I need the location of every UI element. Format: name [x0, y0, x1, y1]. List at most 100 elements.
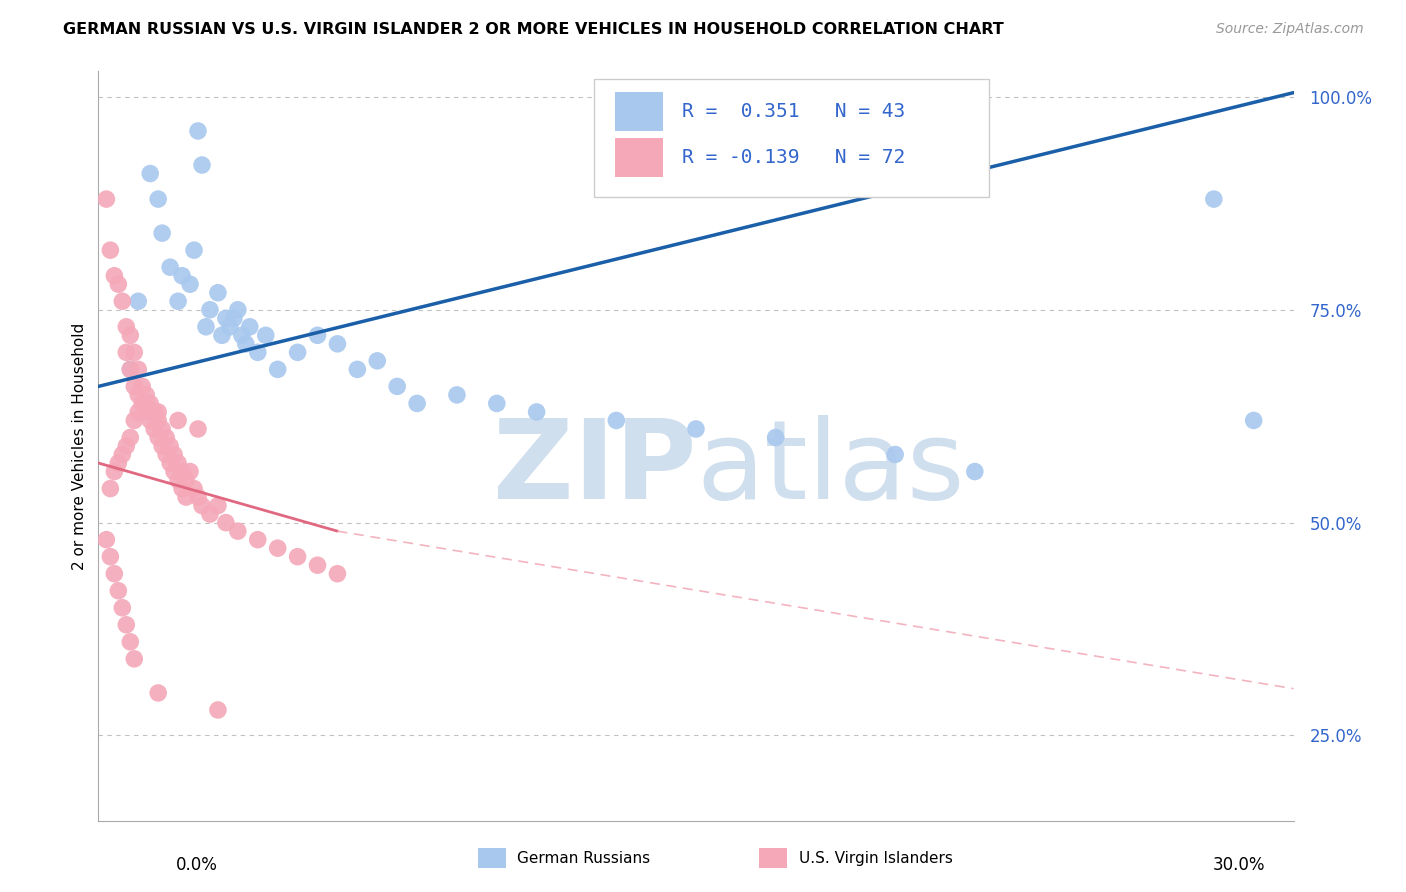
Point	[167, 456, 190, 470]
Text: 30.0%: 30.0%	[1213, 856, 1265, 874]
Point	[187, 124, 209, 138]
Point	[167, 294, 190, 309]
Point	[150, 439, 173, 453]
Point	[226, 524, 249, 538]
Point	[111, 600, 134, 615]
Point	[215, 311, 238, 326]
Point	[96, 533, 118, 547]
Point	[159, 439, 181, 453]
Point	[139, 413, 162, 427]
Point	[163, 465, 186, 479]
Point	[211, 328, 233, 343]
Point	[187, 490, 209, 504]
Point	[685, 422, 707, 436]
Point	[148, 405, 170, 419]
Point	[215, 516, 238, 530]
Point	[148, 430, 170, 444]
Point	[124, 413, 146, 427]
Point	[150, 226, 173, 240]
Point	[111, 294, 134, 309]
Point	[107, 277, 129, 292]
Point	[246, 345, 269, 359]
Point	[103, 268, 125, 283]
Point	[163, 448, 186, 462]
Point	[115, 617, 138, 632]
Point	[143, 405, 166, 419]
Point	[139, 167, 162, 181]
Point	[207, 285, 229, 300]
Point	[155, 430, 177, 444]
Point	[131, 379, 153, 393]
Point	[148, 413, 170, 427]
Point	[111, 448, 134, 462]
Point	[179, 277, 201, 292]
Text: atlas: atlas	[696, 415, 965, 522]
Point	[172, 482, 194, 496]
Point	[267, 362, 290, 376]
Point	[963, 465, 986, 479]
Point	[187, 422, 209, 436]
Point	[195, 319, 218, 334]
Text: ZIP: ZIP	[492, 415, 696, 522]
Point	[198, 507, 221, 521]
Point	[254, 328, 277, 343]
Point	[446, 388, 468, 402]
Point	[406, 396, 429, 410]
Point	[124, 652, 146, 666]
Point	[103, 566, 125, 581]
Point	[246, 533, 269, 547]
Point	[135, 396, 157, 410]
Point	[159, 456, 181, 470]
Point	[96, 192, 118, 206]
Point	[366, 354, 388, 368]
Point	[183, 482, 205, 496]
Point	[115, 319, 138, 334]
Point	[98, 243, 122, 257]
Point	[287, 345, 309, 359]
Point	[219, 319, 242, 334]
Point	[143, 422, 166, 436]
Point	[120, 328, 142, 343]
Point	[167, 413, 190, 427]
Point	[124, 345, 146, 359]
Point	[159, 260, 181, 275]
Point	[226, 302, 249, 317]
Point	[326, 566, 349, 581]
Point	[207, 499, 229, 513]
Point	[103, 465, 125, 479]
Point	[346, 362, 368, 376]
Text: Source: ZipAtlas.com: Source: ZipAtlas.com	[1216, 22, 1364, 37]
Point	[98, 549, 122, 564]
Point	[1243, 413, 1265, 427]
Point	[148, 686, 170, 700]
Point	[135, 405, 157, 419]
Point	[115, 345, 138, 359]
Point	[127, 405, 149, 419]
Point	[127, 294, 149, 309]
Text: 0.0%: 0.0%	[176, 856, 218, 874]
Text: GERMAN RUSSIAN VS U.S. VIRGIN ISLANDER 2 OR MORE VEHICLES IN HOUSEHOLD CORRELATI: GERMAN RUSSIAN VS U.S. VIRGIN ISLANDER 2…	[63, 22, 1004, 37]
Point	[235, 336, 257, 351]
Point	[884, 448, 907, 462]
Point	[167, 473, 190, 487]
Text: R = -0.139   N = 72: R = -0.139 N = 72	[682, 148, 905, 167]
Bar	[478, 848, 506, 868]
Point	[191, 158, 214, 172]
Point	[179, 465, 201, 479]
Text: German Russians: German Russians	[517, 852, 651, 866]
Point	[239, 319, 262, 334]
Point	[120, 635, 142, 649]
Point	[148, 192, 170, 206]
Point	[1202, 192, 1225, 206]
Point	[139, 396, 162, 410]
Point	[605, 413, 627, 427]
Point	[172, 465, 194, 479]
Point	[107, 583, 129, 598]
Point	[120, 430, 142, 444]
Point	[307, 328, 329, 343]
Point	[207, 703, 229, 717]
Point	[174, 473, 197, 487]
Point	[287, 549, 309, 564]
Point	[127, 388, 149, 402]
Point	[198, 302, 221, 317]
